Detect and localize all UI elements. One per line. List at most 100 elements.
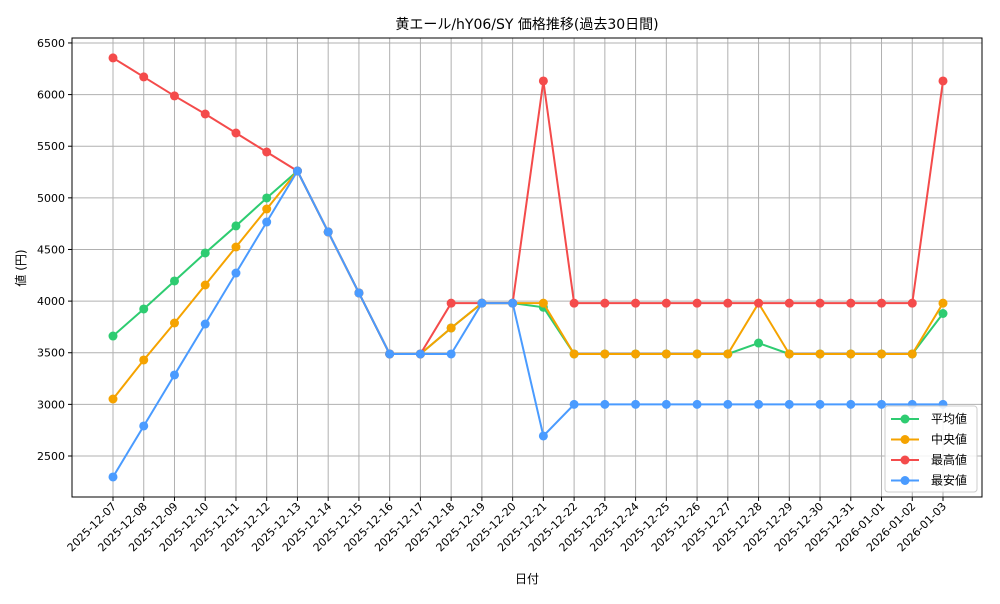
legend-marker	[900, 414, 910, 424]
legend-label: 平均値	[931, 411, 967, 426]
data-point	[139, 304, 149, 314]
data-point	[446, 323, 456, 333]
data-point	[846, 399, 856, 409]
data-point	[692, 298, 702, 308]
y-tick-label: 2500	[37, 450, 65, 463]
data-point	[231, 242, 241, 252]
data-point	[139, 355, 149, 365]
series-line	[112, 169, 944, 400]
y-axis-label: 値 (円)	[13, 249, 28, 286]
data-point	[169, 91, 179, 101]
data-point	[323, 227, 333, 237]
data-point	[784, 399, 794, 409]
data-point	[907, 298, 917, 308]
y-tick-label: 5500	[37, 140, 65, 153]
plot-frame	[71, 37, 983, 498]
data-point	[938, 298, 948, 308]
data-point	[938, 309, 948, 319]
data-point	[877, 298, 887, 308]
x-axis-label: 日付	[515, 572, 539, 586]
data-point	[692, 349, 702, 359]
y-tick-label: 4500	[37, 243, 65, 256]
data-point	[508, 298, 518, 308]
data-point	[661, 349, 671, 359]
data-point	[262, 147, 272, 157]
legend-label: 中央値	[931, 432, 967, 447]
data-point	[661, 298, 671, 308]
data-point	[354, 288, 364, 298]
data-point	[846, 349, 856, 359]
legend-label: 最安値	[931, 473, 967, 488]
data-point	[200, 109, 210, 119]
data-point	[877, 399, 887, 409]
y-tick-label: 3000	[37, 398, 65, 411]
data-point	[200, 319, 210, 329]
y-tick-label: 3500	[37, 347, 65, 360]
data-point	[569, 298, 579, 308]
chart-title: 黄エール/hY06/SY 価格推移(過去30日間)	[395, 16, 658, 33]
data-point	[754, 338, 764, 348]
data-point	[938, 76, 948, 86]
data-point	[631, 349, 641, 359]
data-point	[385, 349, 395, 359]
data-point	[538, 431, 548, 441]
y-tick-label: 6000	[37, 89, 65, 102]
data-point	[169, 370, 179, 380]
data-point	[723, 298, 733, 308]
data-point	[262, 193, 272, 203]
legend-marker	[900, 476, 910, 485]
legend-marker	[900, 455, 910, 465]
data-point	[108, 53, 118, 63]
data-point	[538, 298, 548, 308]
y-tick-label: 4000	[37, 295, 65, 308]
data-point	[754, 399, 764, 409]
data-point	[600, 399, 610, 409]
data-point	[231, 221, 241, 231]
data-point	[200, 248, 210, 258]
data-point	[139, 72, 149, 82]
data-point	[907, 349, 917, 359]
data-point	[815, 349, 825, 359]
data-point	[815, 298, 825, 308]
data-point	[231, 268, 241, 278]
data-point	[846, 298, 856, 308]
data-point	[446, 298, 456, 308]
y-tick-label: 6500	[37, 37, 65, 50]
legend-box	[884, 405, 978, 493]
data-point	[262, 204, 272, 214]
data-point	[415, 349, 425, 359]
data-point	[446, 349, 456, 359]
data-point	[600, 298, 610, 308]
data-point	[754, 298, 764, 308]
data-point	[139, 421, 149, 431]
data-point	[692, 399, 702, 409]
data-point	[292, 166, 302, 176]
data-point	[538, 76, 548, 86]
data-point	[784, 298, 794, 308]
data-point	[231, 128, 241, 138]
data-point	[631, 399, 641, 409]
data-point	[169, 276, 179, 286]
data-point	[200, 280, 210, 290]
data-point	[631, 298, 641, 308]
data-point	[723, 399, 733, 409]
data-point	[723, 349, 733, 359]
legend-label: 最高値	[931, 452, 967, 467]
data-point	[600, 349, 610, 359]
data-point	[815, 399, 825, 409]
data-point	[108, 472, 118, 482]
data-point	[262, 217, 272, 227]
y-tick-label: 5000	[37, 192, 65, 205]
legend-marker	[900, 435, 910, 444]
data-point	[784, 349, 794, 359]
data-point	[108, 394, 118, 404]
series-line	[112, 168, 943, 478]
data-point	[477, 298, 487, 308]
data-point	[169, 318, 179, 328]
series-line	[112, 57, 944, 355]
data-point	[108, 331, 118, 341]
data-point	[569, 349, 579, 359]
